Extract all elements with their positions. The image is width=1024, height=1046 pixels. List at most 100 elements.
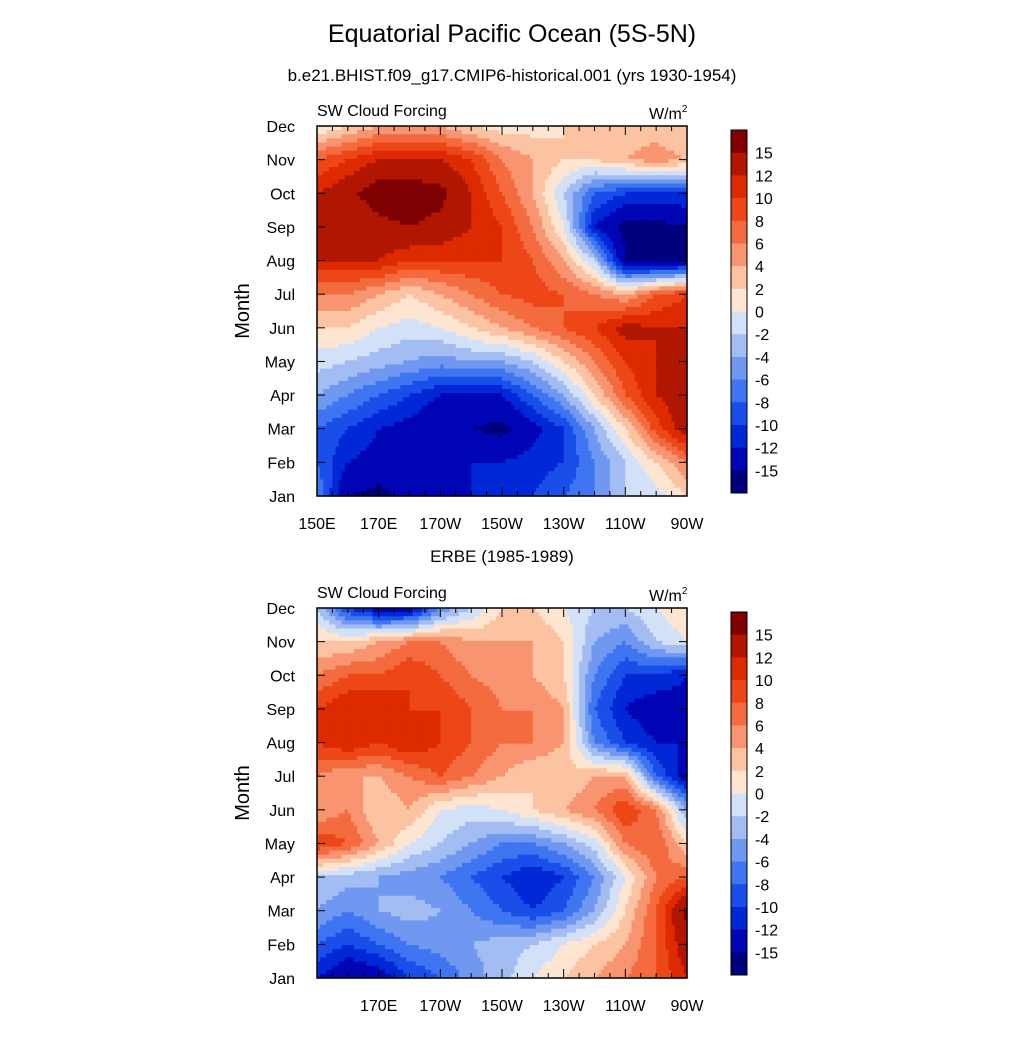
field-cell <box>646 187 651 193</box>
field-cell <box>609 241 614 246</box>
field-cell <box>526 167 531 172</box>
field-cell <box>363 294 367 300</box>
field-cell <box>498 171 503 176</box>
field-cell <box>400 154 404 160</box>
field-cell <box>317 138 321 144</box>
field-cell <box>431 216 435 222</box>
field-cell <box>468 204 472 209</box>
field-cell <box>452 146 457 152</box>
field-cell <box>551 212 556 218</box>
field-cell <box>662 142 667 148</box>
field-cell <box>563 183 568 189</box>
field-cell <box>665 130 670 135</box>
field-cell <box>465 200 469 205</box>
field-cell <box>597 191 602 197</box>
field-cell <box>357 208 361 213</box>
field-cell <box>594 195 599 201</box>
field-cell <box>674 187 679 193</box>
field-cell <box>387 200 392 205</box>
field-cell <box>326 269 330 275</box>
field-cell <box>363 154 367 160</box>
field-cell <box>474 241 478 246</box>
field-cell <box>609 253 614 259</box>
field-cell <box>576 204 580 209</box>
field-cell <box>483 208 488 213</box>
field-cell <box>465 208 469 213</box>
field-cell <box>477 183 482 189</box>
field-cell <box>446 163 451 168</box>
field-cell <box>594 228 599 234</box>
field-cell <box>403 171 408 176</box>
field-cell <box>458 183 463 189</box>
field-cell <box>535 130 540 135</box>
field-cell <box>588 179 593 185</box>
field-cell <box>344 241 349 246</box>
field-cell <box>545 138 549 144</box>
field-cell <box>434 249 438 255</box>
field-cell <box>366 187 371 193</box>
field-cell <box>674 163 679 168</box>
field-cell <box>656 274 660 279</box>
field-cell <box>640 232 645 238</box>
field-cell <box>557 163 562 168</box>
field-cell <box>523 282 528 287</box>
field-cell <box>384 294 389 300</box>
field-cell <box>545 294 549 300</box>
field-cell <box>535 224 540 230</box>
field-cell <box>335 195 340 201</box>
field-cell <box>443 130 448 135</box>
field-cell <box>582 163 586 168</box>
field-cell <box>477 158 482 164</box>
field-cell <box>474 269 478 275</box>
field-cell <box>511 191 515 197</box>
field-cell <box>616 274 620 279</box>
field-cell <box>350 212 355 218</box>
field-cell <box>514 237 519 242</box>
field-cell <box>372 146 377 152</box>
field-cell <box>406 249 411 255</box>
field-cell <box>412 286 417 292</box>
field-cell <box>560 216 565 222</box>
field-cell <box>563 146 568 152</box>
field-cell <box>452 294 457 300</box>
field-cell <box>329 138 334 144</box>
field-cell <box>372 286 377 292</box>
field-cell <box>443 187 448 193</box>
field-cell <box>418 158 423 164</box>
field-cell <box>508 171 512 176</box>
field-cell <box>471 171 475 176</box>
field-cell <box>347 163 352 168</box>
field-cell <box>665 257 670 263</box>
field-cell <box>529 241 534 246</box>
field-cell <box>591 228 596 234</box>
field-cell <box>659 216 663 222</box>
field-cell <box>418 286 423 292</box>
field-cell <box>613 134 617 139</box>
field-cell <box>341 167 346 172</box>
field-cell <box>449 200 454 205</box>
field-cell <box>357 158 361 164</box>
field-cell <box>517 130 522 135</box>
field-cell <box>600 241 605 246</box>
field-cell <box>542 282 546 287</box>
field-cell <box>418 146 423 152</box>
field-cell <box>317 245 321 250</box>
field-cell <box>588 220 593 226</box>
field-cell <box>659 171 663 176</box>
field-cell <box>640 142 645 148</box>
field-cell <box>551 245 556 250</box>
field-cell <box>372 241 377 246</box>
field-cell <box>628 232 633 238</box>
field-cell <box>625 224 630 230</box>
field-cell <box>656 163 660 168</box>
field-cell <box>338 274 343 279</box>
field-cell <box>341 142 346 148</box>
field-cell <box>415 294 420 300</box>
field-cell <box>563 241 568 246</box>
field-cell <box>415 204 420 209</box>
field-cell <box>440 294 445 300</box>
field-cell <box>625 171 630 176</box>
field-cell <box>449 212 454 218</box>
field-cell <box>535 282 540 287</box>
field-cell <box>619 269 623 275</box>
